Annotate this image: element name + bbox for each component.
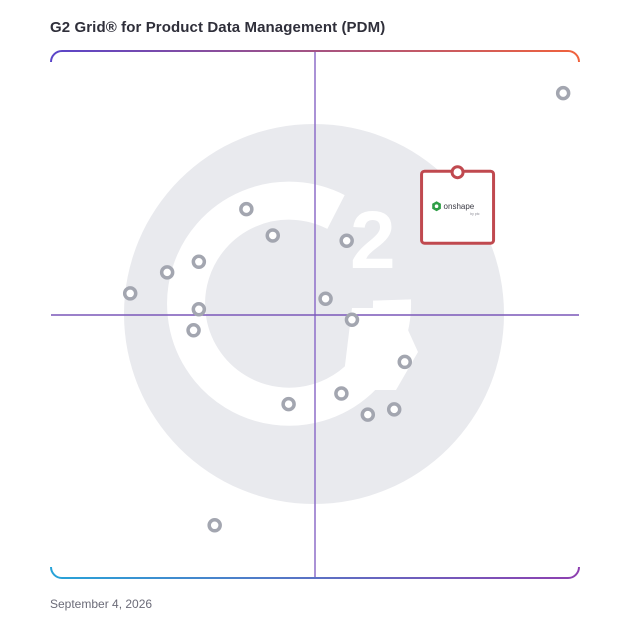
onshape-logo-subtext: by ptc: [470, 212, 480, 216]
onshape-logo-icon-center: [434, 204, 439, 209]
g2-watermark: 2: [124, 124, 504, 504]
grid-border: [50, 50, 580, 579]
highlight-marker[interactable]: [450, 165, 465, 180]
data-point[interactable]: [339, 233, 354, 248]
onshape-logo-text: onshape: [444, 202, 475, 211]
data-point[interactable]: [207, 518, 222, 533]
report-date: September 4, 2026: [50, 597, 153, 611]
data-point[interactable]: [386, 402, 402, 417]
data-point[interactable]: [360, 407, 376, 422]
grid-title: G2 Grid® for Product Data Management (PD…: [50, 19, 386, 36]
data-point[interactable]: [265, 228, 281, 243]
data-point[interactable]: [334, 386, 349, 401]
data-point[interactable]: [122, 286, 138, 301]
watermark-digit: 2: [350, 195, 396, 286]
data-point[interactable]: [239, 201, 254, 217]
data-point[interactable]: [159, 265, 175, 280]
data-point[interactable]: [191, 254, 207, 270]
data-point[interactable]: [397, 354, 413, 370]
data-point[interactable]: [191, 301, 207, 317]
data-points: [122, 85, 571, 533]
data-point[interactable]: [344, 312, 360, 328]
data-point[interactable]: [281, 396, 296, 412]
data-point[interactable]: [318, 291, 333, 306]
data-point[interactable]: [555, 85, 571, 101]
data-point[interactable]: [186, 323, 201, 338]
